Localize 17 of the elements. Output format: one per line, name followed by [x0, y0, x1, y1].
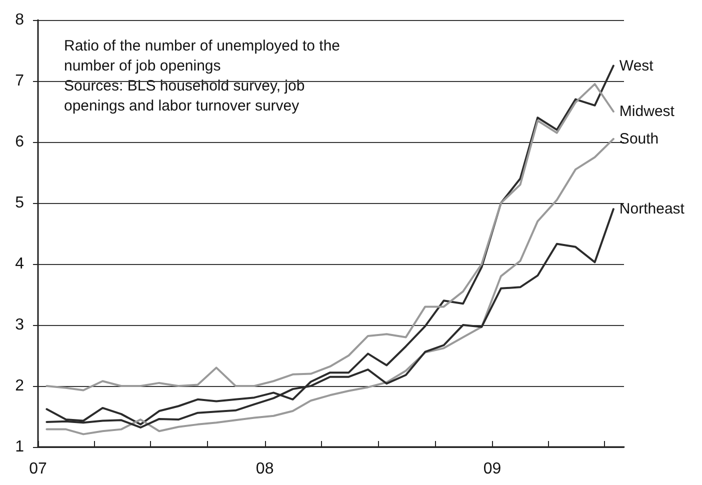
y-tick-label: 5: [15, 194, 24, 212]
series-label: West: [619, 57, 654, 74]
series-label: Northeast: [619, 200, 686, 218]
y-tick-label: 1: [15, 438, 24, 456]
y-tick-label: 2: [15, 378, 24, 394]
series-label: South: [619, 130, 659, 148]
y-tick-label: 8: [15, 12, 24, 28]
annotation: Ratio of the number of unemployed to the number of job openings: [64, 38, 344, 74]
y-tick-label: 3: [15, 316, 24, 334]
x-tick-label: 09: [483, 460, 502, 478]
y-tick-label: 4: [15, 256, 24, 272]
x-tick-label: 07: [29, 460, 47, 478]
x-tick-label: 08: [256, 460, 274, 478]
y-tick-label: 6: [15, 134, 24, 150]
y-tick-label: 7: [15, 72, 24, 90]
line-series: [46, 138, 614, 436]
series-label: Midwest: [619, 103, 676, 120]
